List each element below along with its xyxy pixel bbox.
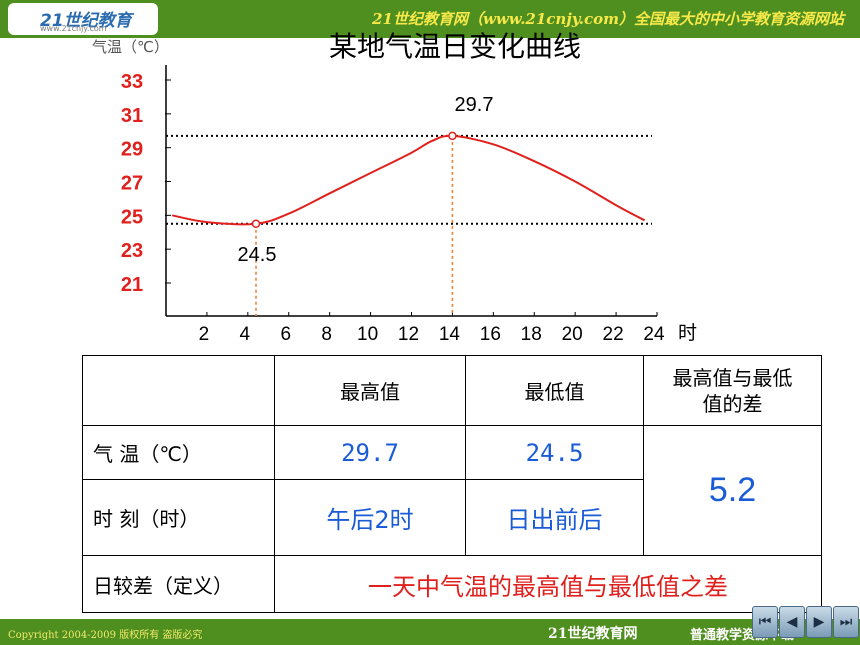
header-difference: 最高值与最低 值的差 [643,355,822,426]
logo-text: 21世纪教育 [40,11,132,31]
max-value-label: 29.7 [455,94,494,116]
x-tick-label: 6 [280,324,291,345]
header-max: 最高值 [274,355,466,426]
x-tick-label: 2 [199,324,210,345]
y-tick-label: 31 [121,105,143,127]
x-tick-label: 20 [562,324,583,345]
min-temperature-value: 24.5 [465,425,644,480]
y-axis-label: 气温（℃） [92,38,169,56]
table-corner-cell [82,355,275,426]
x-tick-label: 4 [240,324,251,345]
x-axis-unit-label: 时 [678,322,697,344]
x-tick-label: 14 [439,324,461,345]
max-point-marker [448,131,457,141]
first-slide-icon[interactable]: ⏮ [752,606,778,638]
footer-copyright: Copyright 2004-2009 版权所有 盗版必究 [8,630,203,641]
y-tick-label: 29 [121,139,143,161]
y-tick-label: 25 [121,206,143,228]
next-slide-icon[interactable]: ▶ [806,606,832,638]
x-tick-label: 12 [398,324,419,345]
row-label-time: 时 刻（时） [82,479,275,556]
x-tick-label: 8 [321,324,332,345]
max-time-value: 午后2时 [274,479,466,556]
row-label-definition: 日较差（定义） [82,555,275,613]
y-tick-label: 33 [121,71,143,93]
last-slide-icon[interactable]: ⏭ [833,606,859,638]
min-value-label: 24.5 [238,244,277,266]
daily-range-definition: 一天中气温的最高值与最低值之差 [274,555,822,613]
header-min: 最低值 [465,355,644,426]
daily-range-value: 5.2 [643,425,822,556]
chart-title: 某地气温日变化曲线 [329,30,581,63]
y-tick-label: 23 [121,240,143,262]
header-slogan: 21世纪教育网（www.21cnjy.com）全国最大的中小学教育资源网站 [372,10,844,28]
x-tick-label: 16 [480,324,501,345]
x-tick-label: 24 [643,324,665,345]
x-tick-label: 10 [357,324,378,345]
footer-banner: Copyright 2004-2009 版权所有 盗版必究 21世纪教育网 普通… [0,619,860,645]
temperature-curve [171,134,646,226]
logo-subtext: www.21cnjy.com [40,24,107,33]
header-banner: 21世纪教育 www.21cnjy.com 21世纪教育网（www.21cnjy… [0,0,860,38]
y-tick-label: 21 [121,274,143,296]
y-tick-label: 27 [121,173,143,195]
temperature-table: 最高值 最低值 最高值与最低 值的差 气 温（℃） 29.7 24.5 5.2 … [82,355,822,613]
site-logo [8,3,158,35]
header-difference-line-2: 值的差 [702,391,763,416]
header-difference-line-1: 最高值与最低 [672,365,793,390]
min-time-value: 日出前后 [465,479,644,556]
max-temperature-value: 29.7 [274,425,466,480]
footer-brand: 21世纪教育网 [548,626,638,642]
row-label-temperature: 气 温（℃） [82,425,275,480]
x-tick-label: 18 [521,324,542,345]
min-point-marker [251,219,261,229]
x-tick-label: 22 [603,324,624,345]
previous-slide-icon[interactable]: ◀ [779,606,805,638]
